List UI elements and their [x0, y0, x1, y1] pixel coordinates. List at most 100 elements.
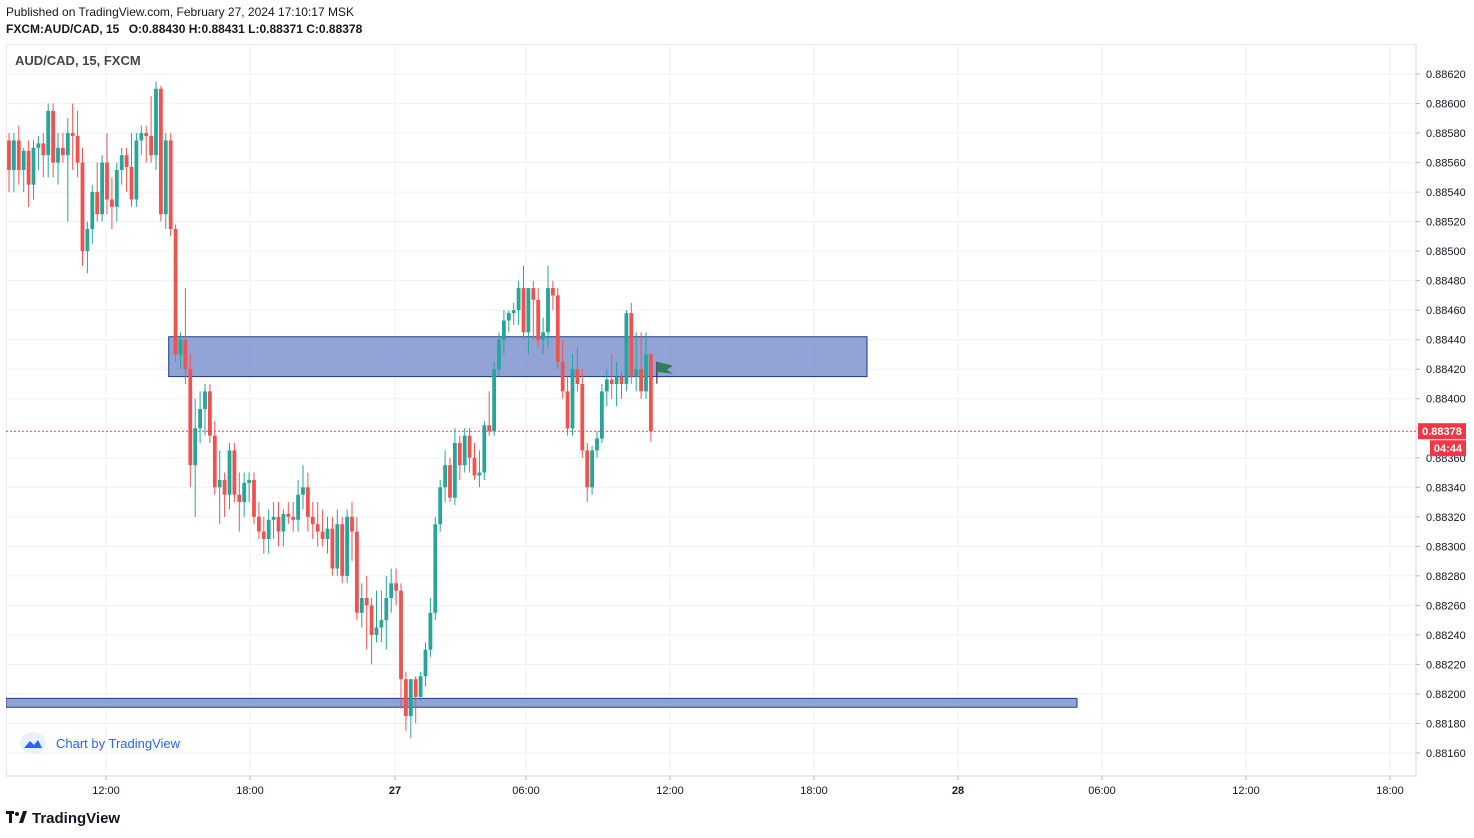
candle-body [423, 649, 428, 677]
candle-body [511, 310, 516, 314]
candle-body [149, 135, 153, 156]
candle-body [492, 369, 496, 432]
countdown-label: 04:44 [1434, 443, 1463, 455]
candle-body [364, 598, 369, 606]
candle-body [355, 531, 359, 613]
candle-body [516, 288, 521, 311]
ohlc-line: FXCM:AUD/CAD, 15 O:0.88430 H:0.88431 L:0… [6, 22, 362, 36]
symbol-interval: FXCM:AUD/CAD, 15 [6, 22, 120, 36]
chart-by-tradingview-link[interactable]: Chart by TradingView [20, 732, 180, 754]
candle-body [404, 679, 408, 717]
candle-body [413, 679, 418, 697]
candle-body [604, 379, 609, 392]
candle-body [51, 110, 55, 163]
candle-body [56, 147, 60, 163]
chart-frame[interactable]: 0.88620 0.88600 0.88580 0.88560 0.88540 0.885… [6, 44, 1468, 804]
candle-body [173, 228, 178, 355]
open-value: 0.88430 [142, 22, 186, 36]
candle-body [247, 479, 251, 483]
candle-body [521, 288, 526, 333]
low-label: L: [248, 22, 260, 36]
y-tick-label: 0.88560 [1426, 158, 1466, 170]
candle-body [46, 110, 51, 156]
candle-body [26, 150, 31, 185]
close-label: C: [306, 22, 319, 36]
candle-body [222, 479, 227, 495]
candle-body [208, 391, 212, 436]
candlestick-chart[interactable]: 0.88620 0.88600 0.88580 0.88560 0.88540 0.885… [6, 44, 1468, 804]
candle-body [345, 516, 349, 576]
candle-body [16, 140, 21, 170]
candle-body [7, 140, 11, 170]
x-tick-label: 18:00 [236, 785, 264, 797]
y-tick-label: 0.88280 [1426, 571, 1466, 583]
candle-body [315, 524, 320, 532]
candle-body [389, 583, 394, 599]
tradingview-logo-icon [6, 810, 28, 827]
candle-body [271, 516, 276, 520]
candle-body [105, 162, 109, 200]
candle-body [70, 133, 75, 136]
candle-body [502, 320, 506, 340]
y-tick-label: 0.88540 [1426, 187, 1466, 199]
candle-body [438, 487, 443, 525]
countdown-badge [1430, 440, 1466, 457]
candle-body [31, 147, 36, 185]
candle-body [570, 369, 575, 429]
low-value: 0.88371 [259, 22, 303, 36]
candle-body [457, 443, 462, 466]
y-tick-label: 0.88440 [1426, 335, 1466, 347]
candle-body [433, 524, 438, 613]
candle-body [541, 332, 545, 340]
candle-body [359, 598, 364, 613]
x-tick-label: 27 [389, 785, 401, 797]
candle-body [531, 288, 536, 300]
x-tick-label: 18:00 [800, 785, 828, 797]
candle-body [462, 435, 467, 466]
candle-body [340, 524, 345, 576]
candle-body [614, 376, 619, 384]
tradingview-wordmark: TradingView [32, 810, 121, 827]
chart-symbol-label: AUD/CAD, 15, FXCM [15, 53, 141, 68]
candle-body [110, 199, 114, 207]
candle-body [325, 528, 330, 539]
candle-body [61, 147, 65, 156]
candle-body [310, 516, 315, 525]
y-tick-label: 0.88400 [1426, 394, 1466, 406]
candle-body [649, 354, 653, 432]
candle-body [36, 143, 41, 148]
candle-body [472, 457, 477, 476]
candle-body [306, 487, 310, 517]
y-tick-label: 0.88320 [1426, 512, 1466, 524]
tradingview-cloud-icon [20, 732, 46, 754]
candle-body [320, 531, 325, 539]
candle-body [330, 528, 335, 569]
candle-body [384, 598, 389, 621]
chart-by-label: Chart by TradingView [56, 735, 181, 751]
candle-body [100, 162, 104, 215]
y-tick-label: 0.88500 [1426, 246, 1466, 258]
y-tick-label: 0.88460 [1426, 305, 1466, 317]
tradingview-footer-logo[interactable]: TradingView [6, 810, 120, 827]
candle-body [286, 513, 291, 517]
x-tick-label: 28 [952, 785, 964, 797]
candle-body [408, 679, 413, 717]
candle-body [418, 676, 423, 697]
candle-body [609, 379, 614, 384]
candle-body [497, 339, 501, 370]
candle-body [227, 450, 232, 495]
candle-body [237, 494, 242, 503]
candle-body [506, 313, 511, 321]
plot-area [6, 44, 1417, 777]
candle-body [350, 516, 354, 532]
y-tick-label: 0.88260 [1426, 600, 1466, 612]
x-tick-label: 12:00 [1232, 785, 1260, 797]
candle-body [575, 369, 580, 384]
flag-marker-icon [656, 361, 673, 374]
candle-body [163, 140, 168, 215]
candle-body [154, 88, 158, 156]
candle-body [301, 487, 305, 495]
candle-body [551, 288, 555, 296]
candle-body [266, 519, 271, 539]
y-tick-label: 0.88580 [1426, 128, 1466, 140]
